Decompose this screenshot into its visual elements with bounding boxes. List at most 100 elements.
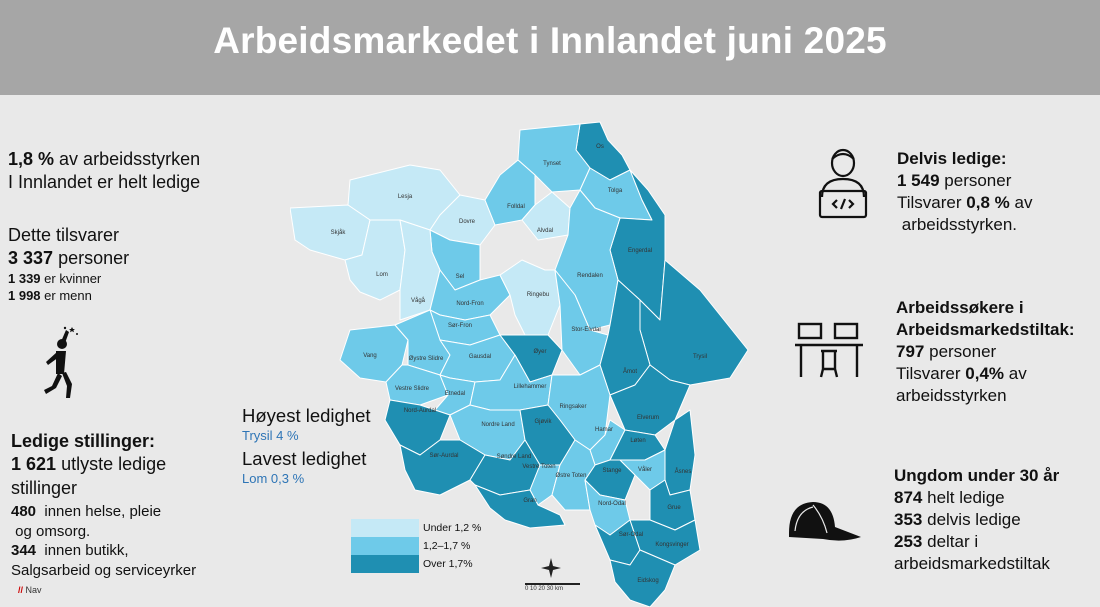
partial-eq-3: arbeidsstyrken. [901, 215, 1018, 235]
legend-label-mid: 1,2–1,7 % [423, 540, 471, 552]
legend-swatch-mid [351, 537, 419, 555]
partial-pct: 0,8 % [966, 193, 1010, 213]
vacancies-value: 1 621 [11, 454, 57, 475]
rate-text-1: av arbeidsstyrken [59, 149, 201, 169]
municipality-label-grue: Grue [667, 505, 681, 511]
municipality-label-ringebu: Ringebu [527, 292, 549, 298]
municipality-label-øyer: Øyer [533, 349, 546, 355]
men-label: er menn [44, 287, 92, 303]
municipality-label-nord-odal: Nord-Odal [598, 501, 626, 507]
rate-value: 1,8 % [8, 149, 55, 169]
innlandet-map: Os Tynset Tolga Engerdal Lesja Dovre Folldal Al… [290, 121, 749, 607]
celebrating-person-icon [44, 326, 78, 398]
youth-partial-value: 353 [894, 510, 923, 530]
youth-measures-value: 253 [894, 532, 923, 552]
municipality-label-sør-fron: Sør-Fron [448, 323, 472, 329]
municipality-label-åmot: Åmot [623, 368, 637, 375]
municipality-label-ringsaker: Ringsaker [559, 404, 586, 410]
health-value: 480 [11, 503, 37, 521]
measures-eq-2: av [1008, 364, 1027, 384]
cap-icon [789, 502, 861, 541]
municipality-label-lesja: Lesja [398, 194, 413, 200]
lowest-label: Lavest ledighet [242, 447, 367, 469]
municipality-label-stange: Stange [602, 468, 622, 474]
municipality-label-øystre-slidre: Øystre Slidre [409, 356, 444, 362]
municipality-label-elverum: Elverum [637, 415, 659, 421]
shop-text-2: Salgsarbeid og serviceyrker [11, 561, 197, 579]
shop-value: 344 [11, 542, 37, 560]
measures-eq-3: arbeidsstyrken [896, 386, 1007, 406]
partial-title: Delvis ledige: [897, 149, 1007, 168]
municipality-label-dovre: Dovre [459, 219, 476, 225]
municipality-label-folldal: Folldal [507, 204, 525, 210]
measures-block: Arbeidssøkere i Arbeidsmarkedstiltak: 79… [896, 297, 1075, 407]
municipality-label-sør-aurdal: Sør-Aurdal [429, 453, 458, 459]
municipality-label-hamar: Hamar [595, 427, 613, 433]
municipality-label-lom: Lom [376, 272, 388, 278]
municipality-label-engerdal: Engerdal [628, 248, 652, 254]
shop-text-1: innen butikk, [44, 542, 129, 560]
vacancies-text-2: stillinger [11, 477, 78, 498]
vacancies-text-1: utlyste ledige [61, 454, 167, 475]
workstations-icon [795, 322, 863, 378]
men-value: 1 998 [8, 287, 41, 303]
extremes-block: Høyest ledighet Trysil 4 % Lavest ledigh… [242, 404, 371, 488]
programmer-icon [818, 148, 868, 219]
municipality-label-sel: Sel [456, 274, 465, 280]
persons-value: 3 337 [8, 248, 54, 269]
highest-value: Trysil 4 % [242, 428, 299, 444]
health-text-2: og omsorg. [15, 522, 91, 540]
youth-measures-label: deltar i [927, 532, 979, 552]
youth-title: Ungdom under 30 år [894, 466, 1060, 485]
municipality-label-rendalen: Rendalen [577, 273, 603, 279]
municipality-label-kongsvinger: Kongsvinger [655, 542, 688, 548]
municipality-label-vang: Vang [363, 353, 377, 359]
persons-label: personer [58, 248, 130, 269]
municipality-label-gjøvik: Gjøvik [535, 419, 553, 425]
equiv-label: Dette tilsvarer [8, 225, 120, 245]
municipality-label-vestre-slidre: Vestre Slidre [395, 386, 430, 392]
municipality-østre-toten [551, 439, 596, 511]
municipality-label-tolga: Tolga [608, 188, 623, 194]
legend-item-high: Over 1,7% [351, 555, 506, 573]
partial-unemployed-block: Delvis ledige: 1 549 personer Tilsvarer … [897, 148, 1032, 236]
municipality-label-våler: Våler [638, 466, 652, 473]
municipality-label-os: Os [596, 144, 604, 150]
legend-swatch-low [351, 519, 419, 537]
partial-label: personer [944, 171, 1012, 191]
measures-label: personer [929, 342, 997, 362]
north-arrow-icon [541, 558, 561, 578]
women-value: 1 339 [8, 270, 41, 286]
municipality-label-trysil: Trysil [693, 354, 707, 360]
municipality-label-åsnes: Åsnes [675, 468, 692, 475]
municipality-label-søndre-land: Søndre Land [497, 454, 532, 460]
municipality-eidskog [609, 549, 676, 607]
partial-eq-2: av [1014, 193, 1033, 213]
rate-text-2: I Innlandet er helt ledige [8, 172, 201, 193]
youth-block: Ungdom under 30 år 874 helt ledige 353 d… [894, 465, 1059, 575]
vacancies-title: Ledige stillinger: [11, 431, 156, 451]
scale-bar-text: 0 10 20 30 km [525, 586, 564, 592]
youth-partial-label: delvis ledige [927, 510, 1021, 530]
page-title: Arbeidsmarkedet i Innlandet juni 2025 [213, 20, 887, 61]
legend-label-high: Over 1,7% [423, 558, 473, 570]
measures-eq-1: Tilsvarer [896, 364, 961, 384]
scale-bar: 0 10 20 30 km [525, 583, 580, 594]
youth-full-value: 874 [894, 488, 923, 508]
municipality-label-nord-aurdal: Nord-Aurdal [404, 408, 436, 414]
municipality-label-løten: Løten [630, 438, 645, 444]
vacancies-block: Ledige stillinger: 1 621 utlyste ledige … [11, 430, 196, 580]
women-label: er kvinner [44, 270, 102, 286]
health-text-1: innen helse, pleie [44, 503, 162, 521]
municipality-label-nordre-land: Nordre Land [481, 422, 514, 428]
unemployment-rate-block: 1,8 % av arbeidsstyrken I Innlandet er h… [8, 148, 200, 195]
measures-pct: 0,4% [965, 364, 1005, 384]
legend-item-low: Under 1,2 % [351, 519, 506, 537]
municipality-label-sør-odal: Sør-Odal [619, 532, 643, 538]
measures-title-1: Arbeidssøkere i [896, 298, 1024, 317]
lowest-value: Lom 0,3 % [242, 470, 305, 486]
nav-logo: // Nav [18, 585, 42, 595]
municipality-label-skjåk: Skjåk [331, 229, 347, 236]
partial-value: 1 549 [897, 171, 940, 191]
legend-swatch-high [351, 555, 419, 573]
